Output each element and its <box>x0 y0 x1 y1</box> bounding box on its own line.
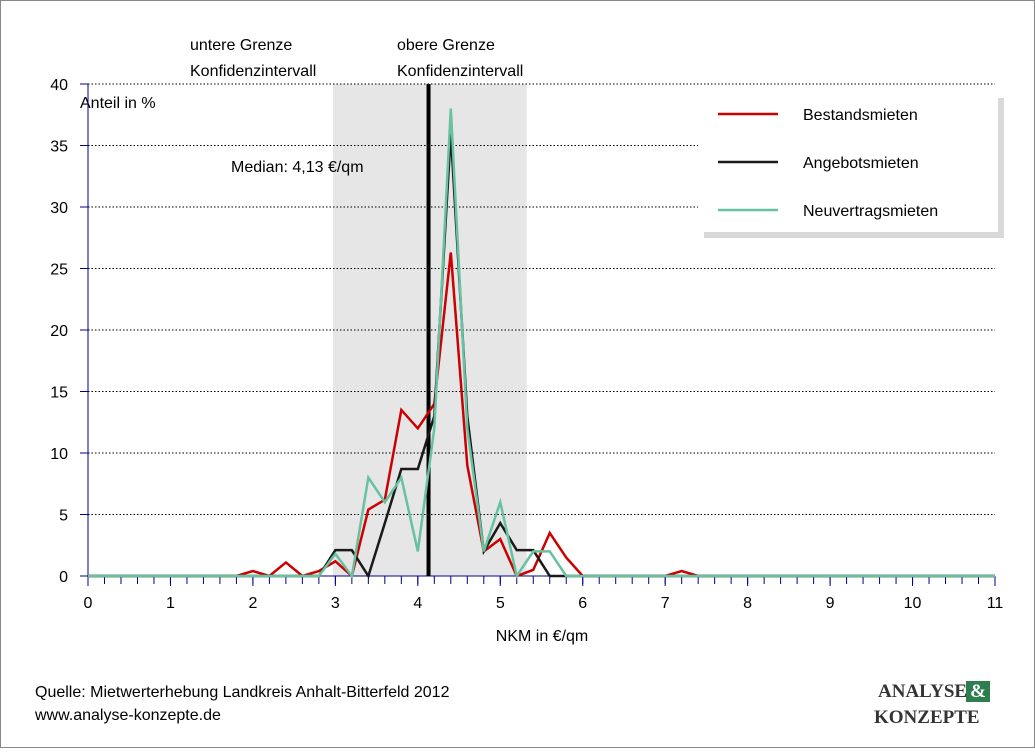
logo-box <box>966 681 990 702</box>
y-tick-label: 10 <box>50 446 68 463</box>
logo: ANALYSE <box>878 681 967 702</box>
y-tick-label: 25 <box>50 262 68 279</box>
y-axis-label: Anteil in % <box>80 95 156 112</box>
y-tick-label: 5 <box>59 508 68 525</box>
x-tick-label: 5 <box>496 595 505 612</box>
ci-label: obere Grenze <box>397 37 495 54</box>
legend-label: Bestandsmieten <box>803 107 918 124</box>
ci-label: Konfidenzintervall <box>190 63 316 80</box>
x-tick-label: 6 <box>578 595 587 612</box>
x-tick-label: 4 <box>413 595 422 612</box>
y-tick-label: 35 <box>50 139 68 156</box>
legend-label: Neuvertragsmieten <box>803 203 938 220</box>
median-label: Median: 4,13 €/qm <box>231 159 364 176</box>
logo: KONZEPTE <box>874 707 980 728</box>
x-tick-label: 9 <box>826 595 835 612</box>
series-line <box>88 108 995 580</box>
legend-label: Angebotsmieten <box>803 155 919 172</box>
x-tick-label: 10 <box>904 595 922 612</box>
y-tick-label: 0 <box>59 569 68 586</box>
x-tick-label: 2 <box>248 595 257 612</box>
x-tick-label: 1 <box>166 595 175 612</box>
x-tick-label: 7 <box>661 595 670 612</box>
url: www.analyse-konzepte.de <box>34 707 221 724</box>
source: Quelle: Mietwerterhebung Landkreis Anhal… <box>35 684 450 701</box>
y-tick-label: 30 <box>50 200 68 217</box>
logo: & <box>970 681 986 702</box>
x-tick-label: 0 <box>84 595 93 612</box>
x-tick-label: 11 <box>987 595 1004 612</box>
ci-label: untere Grenze <box>190 37 292 54</box>
y-tick-label: 20 <box>50 323 68 340</box>
x-axis-label: NKM in €/qm <box>496 628 588 645</box>
y-tick-label: 40 <box>50 77 68 94</box>
y-tick-label: 15 <box>50 385 68 402</box>
x-tick-label: 8 <box>743 595 752 612</box>
ci-label: Konfidenzintervall <box>397 63 523 80</box>
x-tick-label: 3 <box>331 595 340 612</box>
